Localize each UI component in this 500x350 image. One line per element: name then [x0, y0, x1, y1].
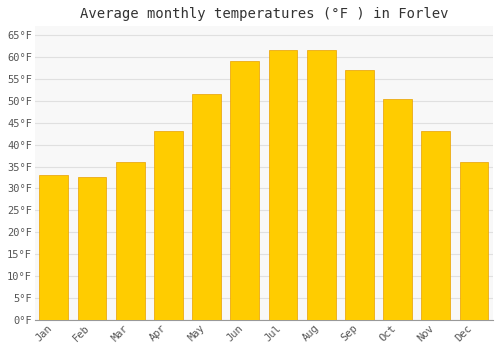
Bar: [154, 132, 182, 320]
Bar: [192, 94, 221, 320]
Bar: [268, 50, 298, 320]
Title: Average monthly temperatures (°F ) in Forlev: Average monthly temperatures (°F ) in Fo…: [80, 7, 448, 21]
Bar: [307, 50, 336, 320]
Bar: [345, 70, 374, 320]
Bar: [78, 177, 106, 320]
Bar: [40, 175, 68, 320]
Bar: [230, 61, 259, 320]
Bar: [422, 132, 450, 320]
Bar: [383, 99, 412, 320]
Bar: [460, 162, 488, 320]
Bar: [116, 162, 144, 320]
